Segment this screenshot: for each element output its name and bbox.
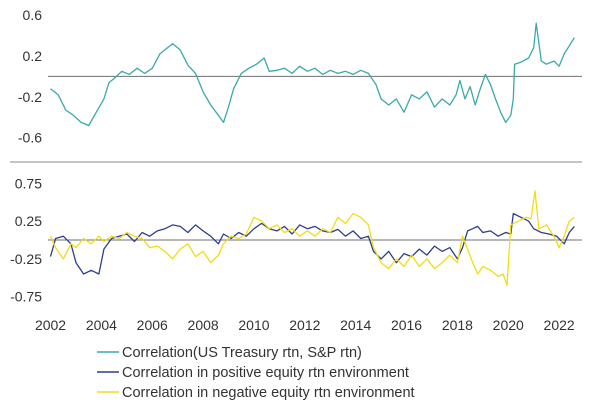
x-tick-label: 2006 xyxy=(137,317,168,333)
x-tick-label: 2020 xyxy=(493,317,524,333)
legend: Correlation(US Treasury rtn, S&P rtn) Co… xyxy=(97,345,415,401)
x-tick-label: 2012 xyxy=(289,317,320,333)
legend-item-positive-env: Correlation in positive equity rtn envir… xyxy=(97,365,409,381)
top-panel: 0.6 0.2 -0.2 -0.6 xyxy=(18,7,582,146)
x-tick-label: 2014 xyxy=(340,317,371,333)
top-y-tick-label: 0.6 xyxy=(23,7,43,23)
top-y-tick-label: 0.2 xyxy=(23,48,43,64)
top-series-line-0 xyxy=(50,22,575,127)
x-tick-label: 2008 xyxy=(188,317,219,333)
top-y-tick-label: -0.2 xyxy=(18,89,42,105)
legend-item-treasury-sp: Correlation(US Treasury rtn, S&P rtn) xyxy=(97,345,362,361)
bottom-y-tick-label: 0.25 xyxy=(15,213,42,229)
bottom-y-tick-label: 0.75 xyxy=(15,175,42,191)
legend-label-negative-env: Correlation in negative equity rtn envir… xyxy=(122,385,415,401)
bottom-series-line-0 xyxy=(49,212,575,275)
legend-label-treasury-sp: Correlation(US Treasury rtn, S&P rtn) xyxy=(122,345,362,361)
x-axis: 2002 2004 2006 2008 2010 2012 2014 2016 2018 2020… xyxy=(35,317,575,333)
x-tick-label: 2004 xyxy=(86,317,117,333)
x-tick-label: 2016 xyxy=(391,317,422,333)
x-tick-label: 2018 xyxy=(442,317,473,333)
bottom-y-tick-label: -0.25 xyxy=(10,251,42,267)
x-tick-label: 2002 xyxy=(35,317,66,333)
bottom-y-tick-label: -0.75 xyxy=(10,289,42,305)
top-y-tick-label: -0.6 xyxy=(18,130,42,146)
legend-item-negative-env: Correlation in negative equity rtn envir… xyxy=(97,385,415,401)
bottom-series-line-1 xyxy=(49,190,575,287)
x-tick-label: 2022 xyxy=(544,317,575,333)
bottom-panel: 0.75 0.25 -0.25 -0.75 xyxy=(10,175,582,305)
x-tick-label: 2010 xyxy=(238,317,269,333)
legend-label-positive-env: Correlation in positive equity rtn envir… xyxy=(122,365,409,381)
